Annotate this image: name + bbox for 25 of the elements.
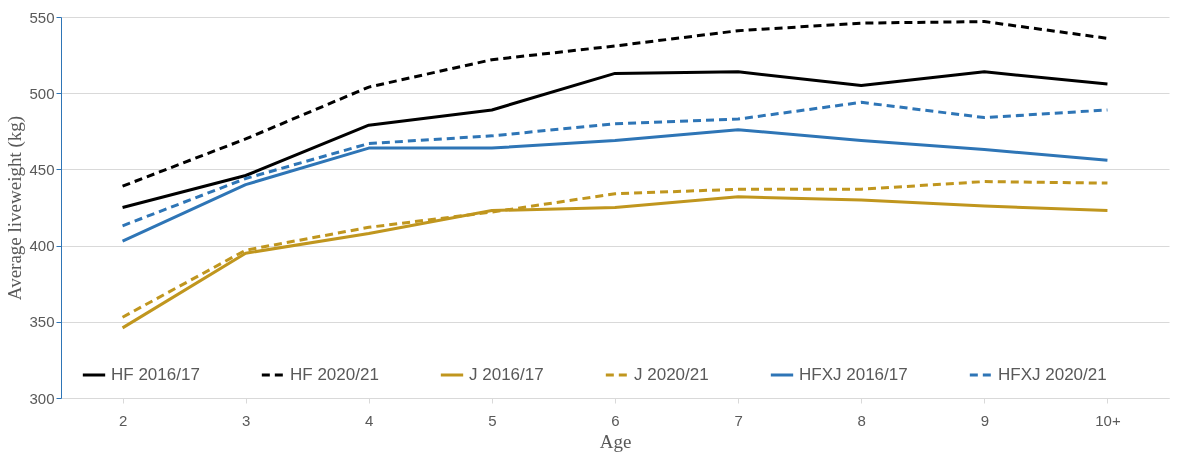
y-tick-label: 500	[29, 84, 55, 102]
y-tick-label: 450	[29, 160, 55, 178]
x-tick-label: 8	[857, 411, 866, 429]
y-tick-label: 350	[29, 313, 55, 331]
legend-label: HF 2016/17	[111, 365, 200, 384]
x-tick-label: 9	[980, 411, 990, 429]
x-tick-label: 2	[118, 411, 128, 429]
line-series	[121, 70, 1109, 209]
y-axis-title: Average liveweight (kg)	[4, 115, 27, 301]
y-tick-label: 400	[29, 237, 55, 255]
x-tick-label: 3	[241, 411, 251, 429]
y-tick-label: 550	[29, 8, 55, 26]
x-axis-title: Age	[599, 430, 632, 452]
x-tick-label: 4	[365, 411, 374, 429]
y-tick-label: 300	[29, 389, 55, 407]
legend-label: HFXJ 2020/21	[998, 365, 1107, 384]
legend-label: J 2020/21	[634, 365, 709, 384]
x-tick-label: 7	[734, 411, 743, 429]
legend-label: HF 2020/21	[290, 365, 379, 384]
x-tick-label: 6	[611, 411, 620, 429]
x-tick-label: 5	[488, 411, 497, 429]
line-series	[121, 20, 1109, 188]
x-tick-label: 10+	[1095, 411, 1121, 429]
legend-label: HFXJ 2016/17	[799, 365, 908, 384]
legend-label: J 2016/17	[469, 365, 544, 384]
